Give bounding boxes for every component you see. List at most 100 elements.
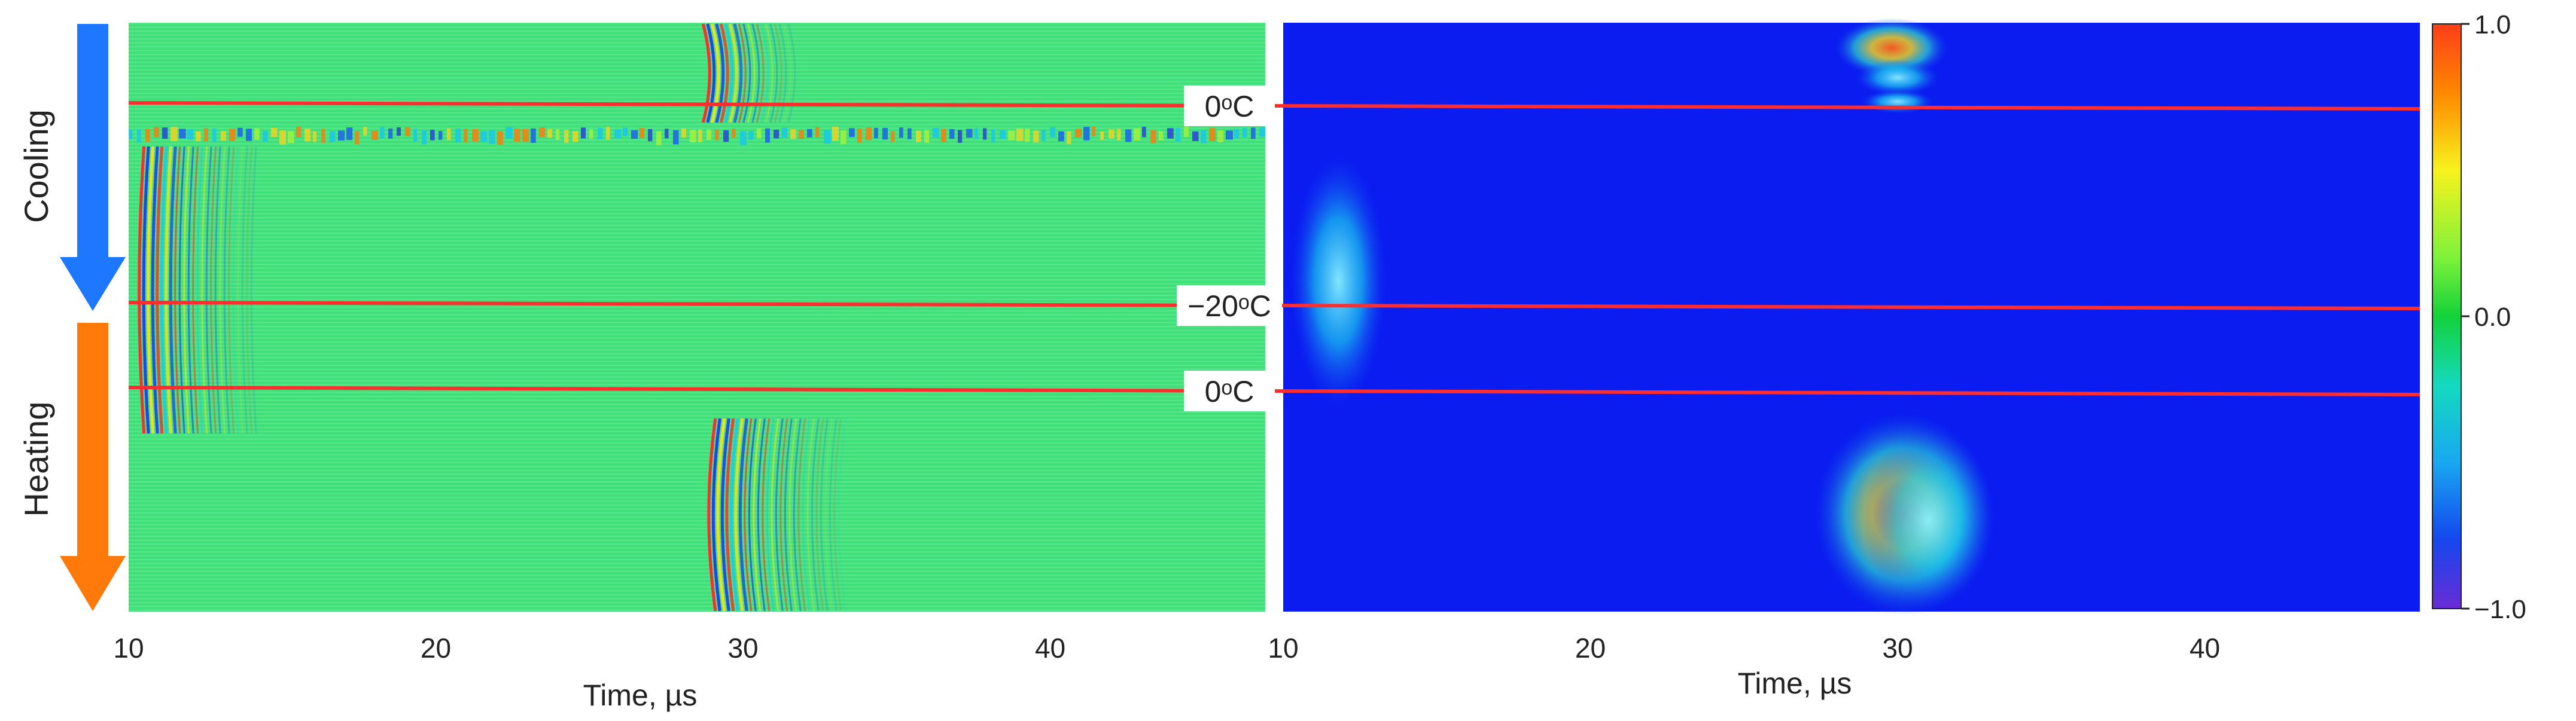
row-stripe <box>129 158 1265 160</box>
noise-speck <box>1008 130 1015 140</box>
noise-speck <box>916 130 921 142</box>
fringe-line <box>178 146 185 434</box>
fringe-line <box>829 418 838 612</box>
noise-speck <box>137 129 141 143</box>
marker-label: 0ᵒC <box>1205 375 1254 408</box>
row-stripe <box>129 594 1265 595</box>
x-tick-label: 10 <box>1268 633 1298 664</box>
fringe-line <box>788 418 797 612</box>
fringe-line <box>715 23 725 123</box>
noise-speck <box>196 131 201 142</box>
row-stripe <box>129 500 1265 502</box>
noise-speck <box>439 131 443 140</box>
row-stripe <box>129 244 1265 246</box>
row-stripe <box>129 120 1265 121</box>
fringe-line <box>748 418 757 612</box>
noise-speck <box>933 128 939 138</box>
cooling-arrow: Cooling <box>17 24 126 311</box>
x-tick-label: 10 <box>113 633 144 664</box>
row-stripe <box>129 112 1265 114</box>
noise-speck <box>330 130 336 142</box>
noise-speck <box>824 130 831 144</box>
noise-speck <box>1117 129 1121 140</box>
noise-speck <box>1209 128 1216 141</box>
noise-speck <box>573 131 578 142</box>
noise-speck <box>1150 130 1156 143</box>
row-stripe <box>129 570 1265 572</box>
noise-speck <box>1109 129 1115 139</box>
fringe-line <box>765 23 774 123</box>
fringe-line <box>165 146 173 434</box>
row-stripe <box>129 477 1265 479</box>
fringe-line <box>706 23 716 123</box>
colorbar-tick-label: 1.0 <box>2474 10 2511 39</box>
process-arrows: Cooling Heating <box>17 24 126 611</box>
row-stripe <box>129 233 1265 234</box>
fringe-line <box>747 23 756 123</box>
row-stripe <box>129 326 1265 328</box>
row-stripe <box>129 143 1265 145</box>
row-stripe <box>129 360 1265 362</box>
row-stripe <box>129 438 1265 440</box>
fringe-line <box>784 418 793 612</box>
noise-speck <box>866 127 872 140</box>
right-envelope-panel <box>1283 18 2420 616</box>
row-stripe <box>129 93 1265 94</box>
row-stripe <box>129 264 1265 265</box>
row-stripe <box>129 384 1265 386</box>
fringe-line <box>744 418 753 612</box>
row-stripe <box>129 341 1265 343</box>
noise-speck <box>179 129 186 139</box>
noise-speck <box>1033 130 1039 143</box>
row-stripe <box>129 543 1265 545</box>
row-stripe <box>129 77 1265 79</box>
row-stripe <box>129 357 1265 359</box>
noise-speck <box>1259 127 1266 137</box>
fringe-line <box>138 146 146 434</box>
noise-speck <box>413 129 418 142</box>
row-stripe <box>129 248 1265 250</box>
row-stripe <box>129 132 1265 133</box>
noise-speck <box>698 129 702 142</box>
row-stripe <box>129 88 1265 90</box>
right-arrival-patches <box>1290 18 1995 616</box>
row-stripe <box>129 466 1265 468</box>
noise-speck <box>1083 127 1090 140</box>
noise-speck <box>807 129 812 138</box>
row-stripe <box>129 435 1265 436</box>
row-stripe <box>129 563 1265 564</box>
row-stripe <box>129 116 1265 118</box>
fringe-line <box>701 23 711 123</box>
row-stripe <box>129 493 1265 494</box>
row-stripe <box>129 528 1265 530</box>
noise-speck <box>1159 131 1164 140</box>
fringe-line <box>187 146 194 434</box>
noise-speck <box>363 127 367 136</box>
row-stripe <box>129 349 1265 351</box>
fringe-line <box>716 418 726 612</box>
row-stripe <box>129 65 1265 67</box>
row-stripe <box>129 275 1265 277</box>
row-stripe <box>129 240 1265 242</box>
noise-speck <box>162 127 168 139</box>
noise-speck <box>154 127 159 137</box>
noise-speck <box>908 128 912 139</box>
row-stripe <box>129 166 1265 168</box>
row-stripe <box>129 392 1265 393</box>
marker-label-box <box>1184 371 1275 411</box>
noise-speck <box>782 127 787 138</box>
noise-speck <box>774 129 780 139</box>
cooling-arrow-shape <box>60 24 126 311</box>
row-stripe <box>129 575 1265 576</box>
left-row-stripes <box>129 23 1265 611</box>
row-stripe <box>129 197 1265 199</box>
row-stripe <box>129 368 1265 370</box>
left-waveform-panel <box>129 23 1266 612</box>
noise-speck <box>229 129 236 141</box>
fringe-line <box>806 418 815 612</box>
row-stripe <box>129 50 1265 51</box>
row-stripe <box>129 217 1265 219</box>
noise-speck <box>296 127 301 138</box>
noise-speck <box>455 129 461 143</box>
